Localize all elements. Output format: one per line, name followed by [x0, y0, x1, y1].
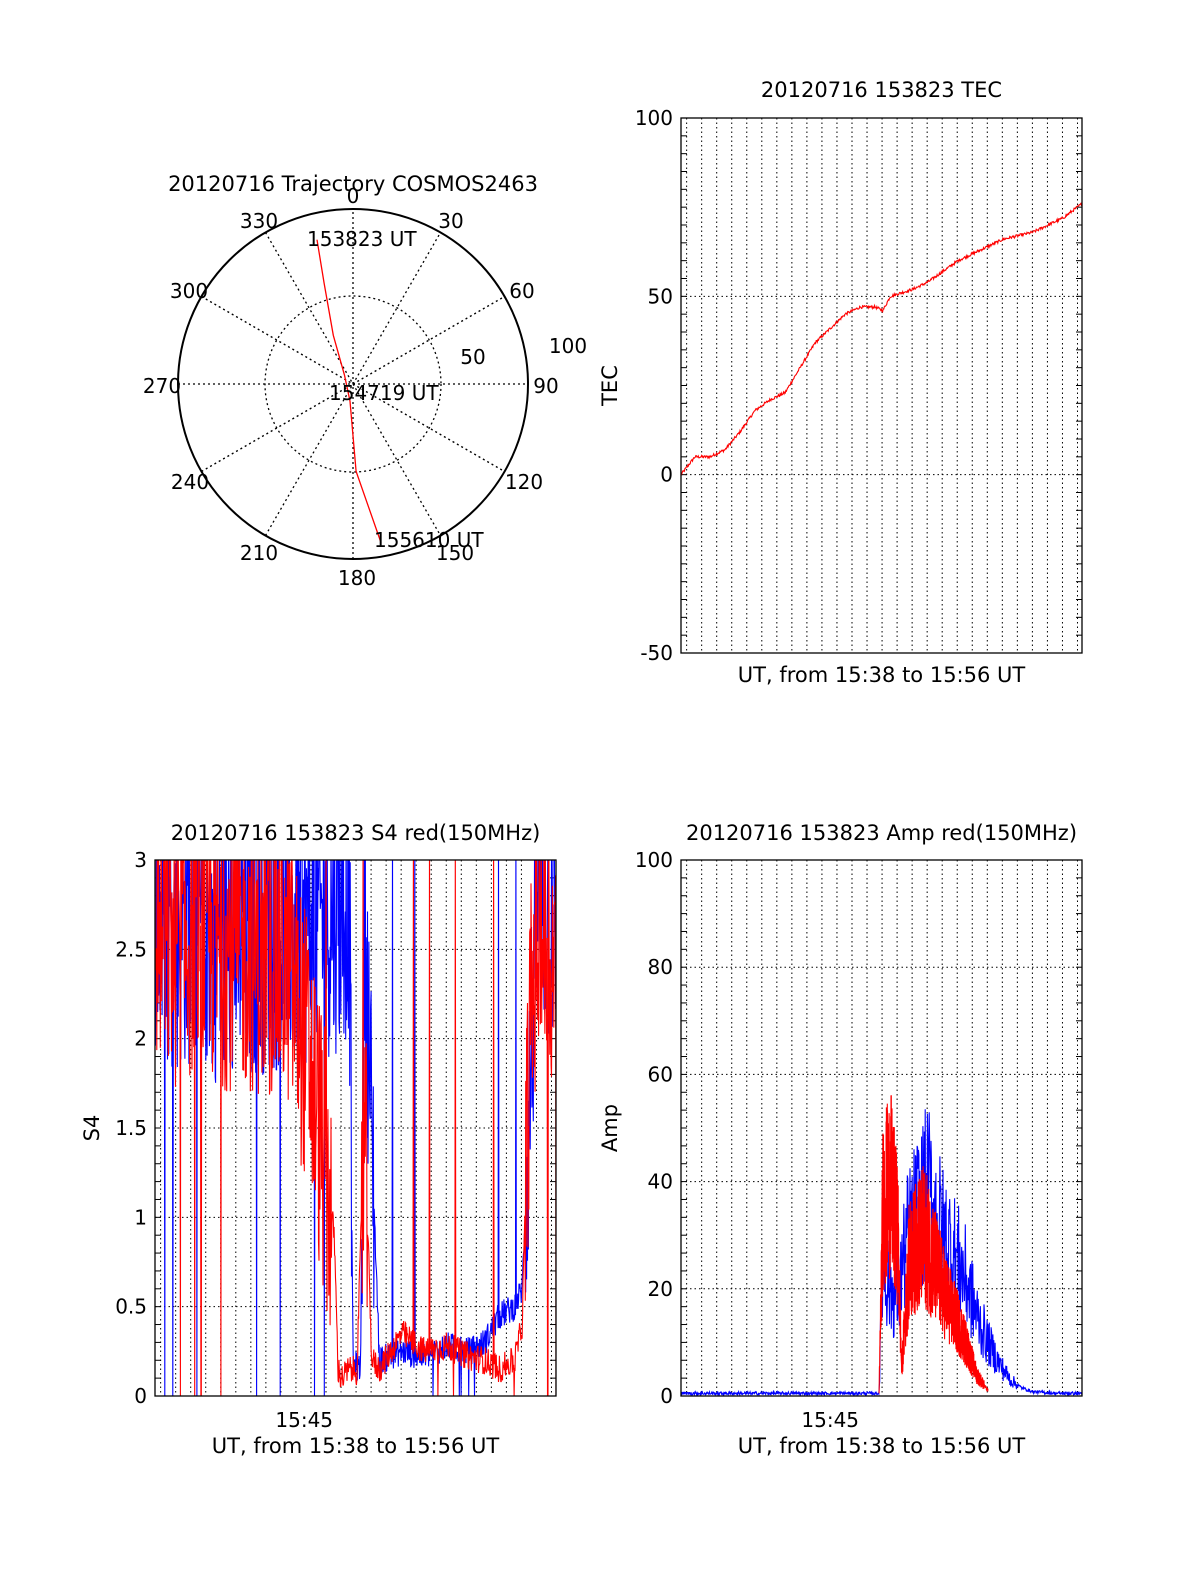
- s4-xlabel: UT, from 15:38 to 15:56 UT: [212, 1434, 500, 1458]
- annotation-end-time: 155610 UT: [374, 528, 484, 552]
- polar-panel: 20120716 Trajectory COSMOS2463 0 30 60 9…: [143, 172, 587, 590]
- polar-azimuth-labels: 0 30 60 90 120 150 180 210 240 270 300 3…: [143, 184, 559, 590]
- amp-series-red: [878, 1095, 989, 1394]
- amp-ytick-label: 40: [648, 1170, 673, 1194]
- az-label-330: 330: [240, 209, 278, 233]
- az-label-180: 180: [338, 566, 376, 590]
- amp-ytick-label: 20: [648, 1277, 673, 1301]
- amp-axes-frame: [680, 859, 1083, 1397]
- amp-ytick-label: 60: [648, 1062, 673, 1086]
- radial-label-100: 100: [549, 334, 587, 358]
- polar-spoke: [264, 232, 442, 536]
- s4-axes-frame: [154, 859, 557, 1397]
- tec-series-red: [681, 202, 1082, 476]
- s4-series-red: [155, 860, 556, 1396]
- s4-ytick-label: 3: [134, 848, 147, 872]
- annotation-start-time: 153823 UT: [307, 227, 417, 251]
- amp-ylabel: Amp: [598, 1104, 622, 1152]
- amp-xtick-label: 15:45: [801, 1408, 859, 1432]
- az-label-240: 240: [171, 470, 209, 494]
- az-label-60: 60: [509, 279, 534, 303]
- az-label-210: 210: [240, 541, 278, 565]
- tec-ytick-label: -50: [640, 641, 673, 665]
- trajectory-line: [316, 239, 382, 543]
- polar-spokes: [178, 209, 528, 559]
- s4-xtick-label: 15:45: [275, 1408, 333, 1432]
- amp-ytick-label: 100: [635, 848, 673, 872]
- az-label-30: 30: [438, 209, 463, 233]
- tec-panel: 20120716 153823 TEC -50 0 50 100 UT, from 15:…: [598, 78, 1083, 687]
- tec-ylabel: TEC: [598, 365, 622, 407]
- tec-title: 20120716 153823 TEC: [761, 78, 1002, 102]
- amp-panel: 20120716 153823 Amp red(150MHz) 0 20 40 60 80…: [598, 821, 1083, 1458]
- s4-ytick-label: 0.5: [115, 1295, 147, 1319]
- tec-ytick-label: 100: [635, 106, 673, 130]
- az-label-300: 300: [170, 279, 208, 303]
- az-label-150: 150: [436, 541, 474, 565]
- polar-title: 20120716 Trajectory COSMOS2463: [168, 172, 538, 196]
- radial-label-50: 50: [460, 345, 485, 369]
- az-label-270: 270: [143, 374, 181, 398]
- polar-trajectory: [316, 239, 382, 543]
- tec-series-line: [681, 202, 1082, 476]
- s4-panel: 20120716 153823 S4 red(150MHz) 0 0.5 1 1.5 2 2…: [80, 821, 557, 1458]
- az-label-0: 0: [347, 184, 360, 208]
- s4-series-line: [155, 860, 556, 1396]
- s4-ylabel: S4: [80, 1115, 104, 1142]
- s4-title: 20120716 153823 S4 red(150MHz): [171, 821, 541, 845]
- s4-series-blue: [155, 860, 556, 1396]
- tec-axes-frame: [680, 117, 1083, 654]
- az-label-90: 90: [533, 374, 558, 398]
- s4-ytick-label: 1.5: [115, 1116, 147, 1140]
- tec-ytick-label: 0: [660, 463, 673, 487]
- amp-xlabel: UT, from 15:38 to 15:56 UT: [738, 1434, 1026, 1458]
- amp-ytick-label: 0: [660, 1384, 673, 1408]
- amp-title: 20120716 153823 Amp red(150MHz): [686, 821, 1077, 845]
- amp-ytick-label: 80: [648, 955, 673, 979]
- s4-ytick-label: 2: [134, 1027, 147, 1051]
- s4-ytick-label: 1: [134, 1205, 147, 1229]
- tec-ytick-label: 50: [648, 284, 673, 308]
- tec-xlabel: UT, from 15:38 to 15:56 UT: [738, 663, 1026, 687]
- az-label-120: 120: [505, 470, 543, 494]
- amp-series-line: [878, 1095, 989, 1394]
- s4-series-line: [155, 860, 556, 1396]
- polar-grid: [177, 208, 529, 560]
- annotation-mid-time: 154719 UT: [329, 381, 439, 405]
- s4-ytick-label: 0: [134, 1384, 147, 1408]
- s4-ytick-label: 2.5: [115, 937, 147, 961]
